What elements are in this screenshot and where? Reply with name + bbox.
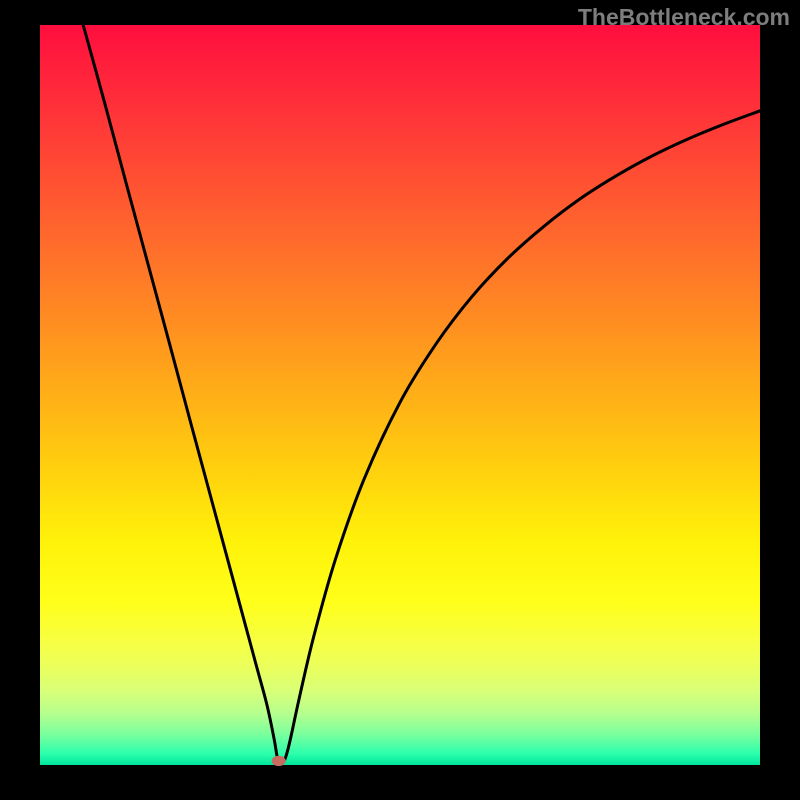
bottleneck-chart xyxy=(0,0,800,800)
watermark-text: TheBottleneck.com xyxy=(578,4,790,31)
optimal-marker xyxy=(272,756,286,766)
chart-container: { "watermark": { "text": "TheBottleneck.… xyxy=(0,0,800,800)
plot-background xyxy=(40,25,760,765)
